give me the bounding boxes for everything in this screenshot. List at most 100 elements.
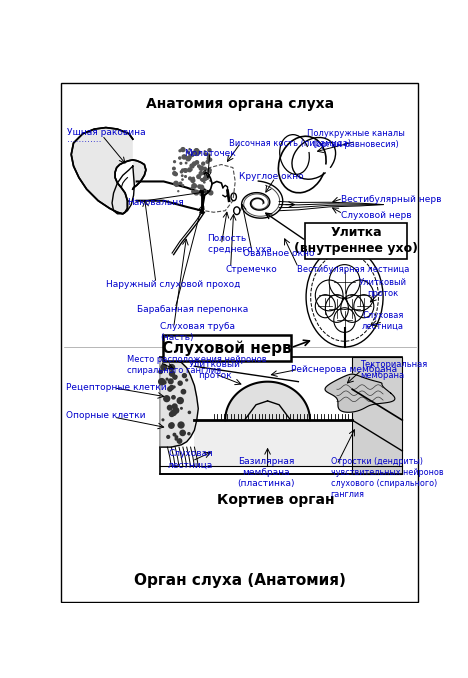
Circle shape bbox=[200, 193, 203, 196]
Circle shape bbox=[175, 438, 177, 440]
Text: Барабанная перепонка: Барабанная перепонка bbox=[137, 304, 248, 314]
Circle shape bbox=[173, 386, 175, 388]
Text: Базилярная
мембрана
(пластинка): Базилярная мембрана (пластинка) bbox=[237, 457, 295, 488]
Circle shape bbox=[171, 410, 176, 416]
Circle shape bbox=[198, 151, 201, 153]
Circle shape bbox=[174, 173, 177, 176]
Text: Слуховая
лестница: Слуховая лестница bbox=[168, 450, 213, 470]
Circle shape bbox=[170, 423, 174, 426]
Circle shape bbox=[188, 433, 190, 435]
Circle shape bbox=[198, 185, 202, 188]
Circle shape bbox=[203, 188, 204, 189]
Text: Овальное окно: Овальное окно bbox=[243, 250, 314, 258]
Circle shape bbox=[210, 180, 211, 181]
Circle shape bbox=[159, 378, 165, 384]
Circle shape bbox=[163, 381, 166, 384]
Polygon shape bbox=[352, 357, 402, 474]
Circle shape bbox=[166, 378, 168, 380]
Text: Слуховой нерв: Слуховой нерв bbox=[341, 211, 411, 220]
Circle shape bbox=[177, 397, 183, 403]
Circle shape bbox=[182, 184, 183, 186]
Text: Отростки (дендриты)
чувствительных нейронов
слухового (спирального)
ганглия: Отростки (дендриты) чувствительных нейро… bbox=[331, 457, 443, 500]
Circle shape bbox=[209, 159, 212, 161]
Text: Текториальная
мембрана: Текториальная мембрана bbox=[360, 360, 427, 380]
Circle shape bbox=[204, 167, 206, 170]
Bar bbox=[160, 357, 402, 474]
Circle shape bbox=[188, 412, 190, 414]
Circle shape bbox=[183, 169, 185, 171]
Circle shape bbox=[197, 175, 200, 178]
Circle shape bbox=[201, 187, 202, 189]
Text: Височная кость (пирамида): Височная кость (пирамида) bbox=[229, 139, 351, 148]
Circle shape bbox=[178, 422, 184, 428]
Text: Место расположения нейронов
спирального ганглия: Место расположения нейронов спирального … bbox=[127, 355, 267, 375]
Text: Улитковый
проток: Улитковый проток bbox=[189, 360, 241, 380]
Circle shape bbox=[207, 158, 210, 160]
Circle shape bbox=[209, 191, 213, 195]
Circle shape bbox=[205, 153, 206, 155]
Circle shape bbox=[182, 169, 183, 171]
Circle shape bbox=[169, 365, 175, 370]
Text: Вестибулярная лестница: Вестибулярная лестница bbox=[297, 264, 409, 274]
Circle shape bbox=[187, 151, 188, 153]
Circle shape bbox=[191, 178, 195, 182]
Circle shape bbox=[192, 152, 194, 153]
Text: Молоточек: Молоточек bbox=[184, 149, 236, 158]
Circle shape bbox=[204, 192, 205, 193]
Circle shape bbox=[185, 176, 186, 178]
Polygon shape bbox=[160, 357, 198, 447]
Text: Ушная раковина: Ушная раковина bbox=[67, 127, 146, 136]
Circle shape bbox=[191, 155, 193, 157]
Circle shape bbox=[169, 412, 174, 416]
Circle shape bbox=[191, 187, 192, 188]
Circle shape bbox=[168, 387, 172, 391]
Text: Вестибулярный нерв: Вестибулярный нерв bbox=[341, 195, 441, 204]
Circle shape bbox=[182, 175, 183, 176]
Circle shape bbox=[204, 182, 205, 183]
Circle shape bbox=[170, 386, 174, 389]
Text: Полукружные каналы
(орган равновесия): Полукружные каналы (орган равновесия) bbox=[307, 129, 405, 149]
Text: Наружный слуховой проход: Наружный слуховой проход bbox=[106, 280, 240, 289]
Circle shape bbox=[205, 175, 206, 177]
Circle shape bbox=[173, 167, 175, 170]
Circle shape bbox=[205, 175, 209, 180]
FancyBboxPatch shape bbox=[163, 335, 292, 361]
Circle shape bbox=[198, 151, 200, 153]
Circle shape bbox=[182, 155, 186, 159]
Circle shape bbox=[161, 364, 167, 370]
Circle shape bbox=[186, 157, 190, 161]
Circle shape bbox=[181, 148, 185, 152]
Circle shape bbox=[200, 179, 202, 180]
Circle shape bbox=[173, 375, 177, 379]
Circle shape bbox=[202, 162, 205, 165]
Circle shape bbox=[192, 191, 194, 193]
Circle shape bbox=[173, 433, 176, 436]
Text: Рейснерова мембрана: Рейснерова мембрана bbox=[291, 365, 397, 374]
Circle shape bbox=[181, 407, 182, 409]
Text: Кортиев орган: Кортиев орган bbox=[217, 494, 334, 507]
Circle shape bbox=[178, 191, 179, 192]
Circle shape bbox=[184, 169, 187, 172]
Circle shape bbox=[169, 388, 171, 391]
Polygon shape bbox=[71, 127, 146, 214]
Circle shape bbox=[175, 376, 177, 378]
Circle shape bbox=[179, 157, 181, 159]
Circle shape bbox=[167, 435, 169, 438]
Circle shape bbox=[203, 172, 205, 174]
Circle shape bbox=[179, 182, 182, 184]
Circle shape bbox=[189, 155, 191, 157]
Circle shape bbox=[168, 379, 173, 384]
Text: Опорные клетки: Опорные клетки bbox=[66, 411, 146, 420]
Text: Стремечко: Стремечко bbox=[225, 264, 277, 274]
Circle shape bbox=[182, 179, 183, 180]
Circle shape bbox=[194, 191, 198, 195]
Circle shape bbox=[172, 396, 175, 399]
Circle shape bbox=[208, 148, 211, 152]
Polygon shape bbox=[325, 374, 395, 412]
Circle shape bbox=[181, 389, 186, 394]
Circle shape bbox=[173, 407, 179, 414]
Circle shape bbox=[197, 165, 200, 167]
Text: Рецепторные клетки: Рецепторные клетки bbox=[66, 383, 167, 392]
Circle shape bbox=[194, 148, 199, 153]
Text: Слуховая труба
(часть): Слуховая труба (часть) bbox=[160, 321, 235, 342]
